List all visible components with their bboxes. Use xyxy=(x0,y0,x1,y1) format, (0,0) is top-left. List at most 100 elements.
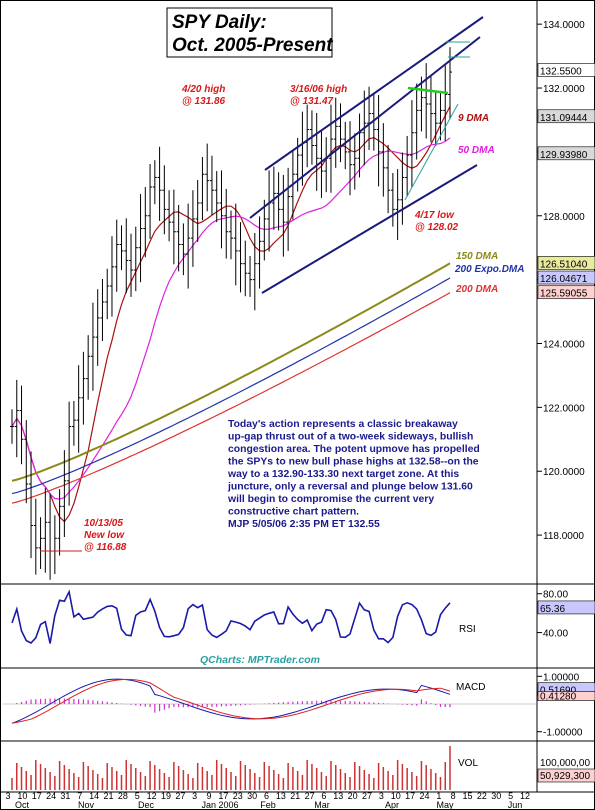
commentary-line: the SPYs to new bull phase highs at 132.… xyxy=(228,457,479,468)
ma-label: 9 DMA xyxy=(458,113,489,124)
x-tick-label: 10 xyxy=(17,791,27,801)
x-tick-label: 19 xyxy=(161,791,171,801)
price-tick-label: 118.0000 xyxy=(543,531,584,542)
annotation-line2: @ 131.86 xyxy=(182,96,226,107)
price-tag-label: 125.59055 xyxy=(540,289,588,300)
price-tag-label: 129.93980 xyxy=(540,150,588,161)
price-tag-label: 126.04671 xyxy=(540,274,588,285)
month-label: Mar xyxy=(314,800,330,810)
annotation-line1: 10/13/05 xyxy=(84,518,123,529)
x-tick-label: 24 xyxy=(46,791,56,801)
annotation-line1: 4/20 high xyxy=(181,84,225,95)
title-box xyxy=(166,7,333,58)
resistance-line xyxy=(407,86,449,95)
x-tick-label: 7 xyxy=(77,791,82,801)
chart-title-line2: Oct. 2005-Present xyxy=(172,35,333,56)
annotation-line3: @ 116.88 xyxy=(84,542,127,553)
annotation-line2: @ 128.02 xyxy=(415,222,459,233)
brand-label: QCharts: MPTrader.com xyxy=(200,654,320,666)
annotation-line2: New low xyxy=(84,530,125,541)
month-label: Dec xyxy=(138,800,155,810)
x-tick-label: 15 xyxy=(463,791,473,801)
x-tick-label: 27 xyxy=(362,791,372,801)
price-tag-box xyxy=(537,146,595,161)
x-tick-label: 31 xyxy=(60,791,70,801)
month-label: Nov xyxy=(78,800,95,810)
ma-200-expo-line xyxy=(11,277,451,495)
x-tick-label: 8 xyxy=(451,791,456,801)
price-tag-box xyxy=(537,270,595,285)
vol-tick-label: 100,000,00 xyxy=(540,758,590,769)
macd-tick-label: 1.00000 xyxy=(543,672,580,683)
vol-last-label: 50,929,300 xyxy=(540,771,590,782)
price-tag-box xyxy=(537,63,595,77)
commentary-line: way to a 132.90-133.30 next target zone.… xyxy=(227,469,459,480)
price-tag-box xyxy=(537,285,595,300)
channel-upper-inner xyxy=(249,36,481,219)
rsi-tag-box xyxy=(537,600,595,615)
channel-lower xyxy=(261,164,478,294)
rsi-tick-label: 80.00 xyxy=(543,590,568,601)
x-tick-label: 20 xyxy=(348,791,358,801)
price-tag-box xyxy=(537,109,595,124)
x-tick-label: 28 xyxy=(118,791,128,801)
annotation-line2: @ 131.47 xyxy=(290,96,334,107)
x-tick-label: 24 xyxy=(419,791,429,801)
x-tick-label: 6 xyxy=(321,791,326,801)
macd-label: MACD xyxy=(456,682,485,693)
rsi-last-label: 65.36 xyxy=(540,604,565,615)
ma-label: 200 DMA xyxy=(455,284,498,295)
ma-200-line xyxy=(11,292,451,504)
x-tick-label: 23 xyxy=(233,791,243,801)
vol-label: VOL xyxy=(458,758,478,769)
ma-9-line xyxy=(11,106,451,523)
month-label: Apr xyxy=(385,800,399,810)
x-tick-label: 10 xyxy=(391,791,401,801)
ma-label: 150 DMA xyxy=(456,251,498,262)
macd-last-label: 0.51690 xyxy=(540,686,577,697)
x-tick-label: 14 xyxy=(89,791,99,801)
month-label: Feb xyxy=(260,800,276,810)
ma-label: 50 DMA xyxy=(458,145,495,156)
x-tick-label: 5 xyxy=(135,791,140,801)
x-tick-label: 5 xyxy=(508,791,513,801)
x-tick-label: 17 xyxy=(32,791,42,801)
annotation-line1: 3/16/06 high xyxy=(290,84,347,95)
x-tick-label: 27 xyxy=(175,791,185,801)
x-tick-label: 6 xyxy=(264,791,269,801)
commentary-line: congestion area. The potent upmove has p… xyxy=(228,444,480,455)
commentary-line: Today's action represents a classic brea… xyxy=(228,419,458,430)
x-tick-label: 17 xyxy=(405,791,415,801)
x-tick-label: 12 xyxy=(520,791,530,801)
macd-line xyxy=(11,678,451,724)
support-trendline xyxy=(404,103,459,201)
chart-title-line1: SPY Daily: xyxy=(172,12,267,33)
x-tick-label: 27 xyxy=(305,791,315,801)
rsi-tick-label: 40.00 xyxy=(543,629,568,640)
x-tick-label: 22 xyxy=(477,791,487,801)
x-tick-label: 21 xyxy=(104,791,114,801)
price-tick-label: 122.0000 xyxy=(543,403,585,414)
x-tick-label: 30 xyxy=(247,791,257,801)
x-tick-label: 1 xyxy=(436,791,441,801)
macd-signal-tag-box xyxy=(537,691,595,701)
price-tick-label: 124.0000 xyxy=(543,339,585,350)
vol-tag-box xyxy=(537,768,595,783)
x-tick-label: 12 xyxy=(147,791,157,801)
price-tick-label: 132.0000 xyxy=(543,84,585,95)
ma-150-line xyxy=(11,262,451,482)
x-tick-label: 21 xyxy=(290,791,300,801)
price-tag-box xyxy=(537,256,595,270)
price-tag-label: 131.09444 xyxy=(540,113,588,124)
rsi-label: RSI xyxy=(459,624,476,635)
x-tick-label: 30 xyxy=(491,791,501,801)
month-label: Jun xyxy=(508,800,523,810)
month-label: Oct xyxy=(15,800,30,810)
x-tick-label: 3 xyxy=(379,791,384,801)
x-tick-label: 9 xyxy=(207,791,212,801)
macd-tick-label: -1.00000 xyxy=(543,728,583,739)
rsi-line xyxy=(11,589,451,644)
price-tick-label: 128.0000 xyxy=(543,212,585,223)
macd-signal-label: 0.41280 xyxy=(540,692,577,703)
